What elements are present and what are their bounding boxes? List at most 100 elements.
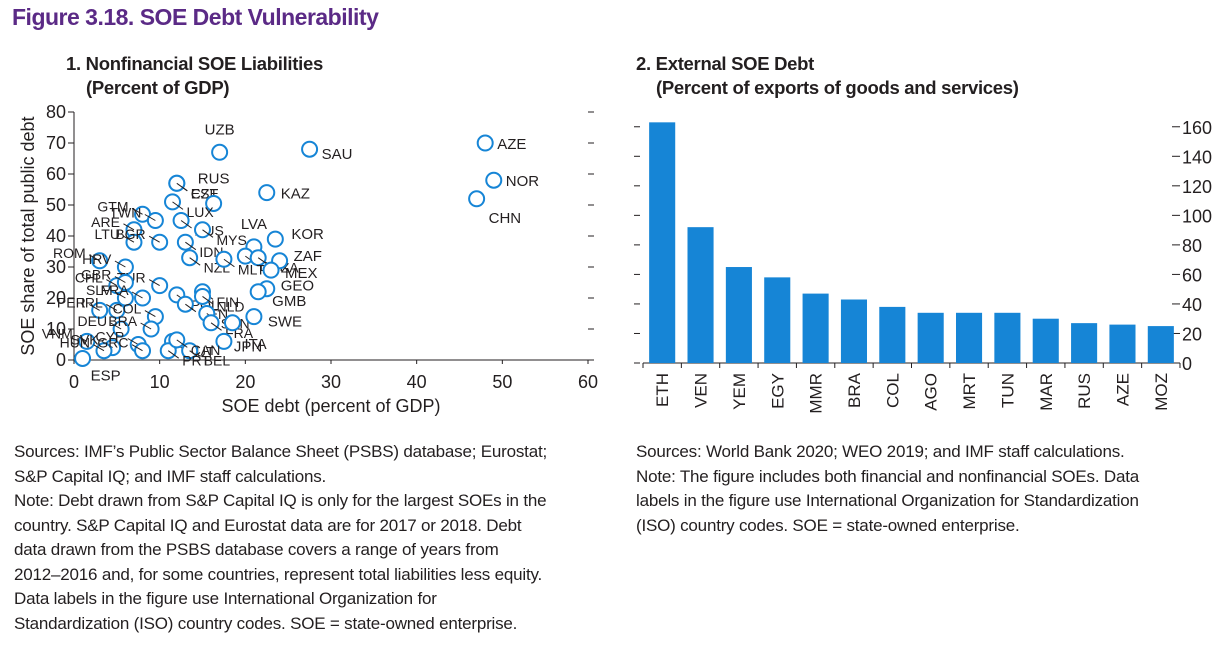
bar-chart: 0 20 40 60 80 100 120 140 160 ETH VEN YEM EGY MMR BRA C…: [634, 118, 1212, 414]
data-point: [266, 230, 284, 248]
point-label: ZAF: [294, 248, 322, 265]
point-label: PRT: [182, 353, 210, 369]
category-label: AGO: [922, 373, 941, 411]
y-tick-label: 70: [46, 133, 66, 153]
y-tick-label: 80: [46, 102, 66, 122]
bar: [994, 312, 1021, 363]
point-label: FIN: [217, 294, 240, 310]
data-point: [468, 190, 486, 208]
point-label: COL: [113, 301, 142, 317]
point-label: BEL: [204, 353, 231, 369]
notes1-line5: data drawn from the PSBS database covers…: [14, 540, 499, 559]
category-label: MAR: [1037, 373, 1056, 411]
notes2-line1: Sources: World Bank 2020; WEO 2019; and …: [636, 442, 1125, 461]
point-label: DEU: [78, 313, 108, 329]
y-tick-label: 0: [56, 350, 66, 370]
bar: [764, 277, 791, 363]
point-label: LTU: [95, 226, 120, 242]
point-label: SVK: [71, 332, 100, 348]
data-point: [74, 349, 92, 367]
category-label: EGY: [768, 373, 787, 409]
leader-line: [106, 303, 118, 311]
figure-title: Figure 3.18. SOE Debt Vulnerability: [12, 4, 379, 30]
panel1-title-line1: 1. Nonfinancial SOE Liabilities: [66, 53, 323, 74]
point-label: KAZ: [281, 186, 310, 203]
bar: [802, 293, 829, 363]
panel2-notes: Sources: World Bank 2020; WEO 2019; and …: [636, 440, 1216, 538]
leader-line: [93, 344, 105, 352]
leader-line: [144, 214, 156, 221]
bar: [879, 306, 906, 363]
category-label: RUS: [1075, 373, 1094, 409]
leader-line: [185, 241, 197, 251]
leader-line: [88, 254, 100, 262]
data-point: [476, 134, 494, 152]
leader-line: [172, 201, 184, 210]
y-axis-label: SOE share of total public debt: [18, 116, 38, 355]
data-point: [245, 308, 263, 326]
category-label: VEN: [692, 373, 711, 408]
point-label: MLT: [238, 261, 265, 277]
leader-line: [189, 350, 201, 359]
y-tick-label: 30: [46, 257, 66, 277]
point-label: UZB: [205, 121, 235, 138]
category-label: MOZ: [1152, 373, 1171, 411]
y-tick-label: 40: [46, 226, 66, 246]
point-label: MYS: [217, 232, 247, 248]
point-label: IRL: [81, 294, 103, 310]
y-tick-label: 100: [1182, 206, 1212, 226]
leader-line: [131, 207, 143, 215]
leader-line: [114, 291, 126, 299]
point-label: SWE: [268, 314, 302, 331]
data-point: [485, 171, 503, 189]
notes2-line4: (ISO) country codes. SOE = state-owned e…: [636, 515, 1020, 535]
leader-line: [144, 310, 156, 318]
bar: [725, 267, 752, 363]
data-point: [223, 314, 241, 332]
point-label: TWN: [109, 205, 141, 221]
x-tick-label: 30: [321, 372, 341, 392]
data-point: [249, 283, 267, 301]
y-tick-label: 60: [46, 164, 66, 184]
point-label: LVA: [241, 216, 267, 233]
bar: [955, 312, 983, 363]
point-label: ARE: [91, 214, 120, 230]
x-tick-label: 20: [235, 372, 255, 392]
category-label: MRT: [960, 373, 979, 410]
leader-line: [180, 220, 192, 229]
point-label: BRA: [108, 313, 137, 329]
bar: [917, 312, 944, 363]
point-label: HUN: [60, 335, 90, 351]
notes1-line3: Note: Debt drawn from S&P Capital IQ is …: [14, 491, 547, 510]
data-point: [301, 140, 319, 158]
x-tick-label: 0: [69, 372, 79, 392]
panel2-title-line2: (Percent of exports of goods and service…: [656, 77, 1019, 98]
y-tick-label: 50: [46, 195, 66, 215]
leader-line: [114, 276, 126, 283]
category-label: MMR: [807, 373, 826, 414]
leader-line: [210, 322, 222, 331]
x-axis-label: SOE debt (percent of GDP): [221, 396, 440, 416]
point-label: VNM: [42, 325, 73, 341]
leader-line: [131, 344, 143, 352]
y-tick-label: 120: [1182, 177, 1212, 197]
leader-line: [76, 334, 88, 342]
x-tick-label: 10: [150, 372, 170, 392]
leader-line: [202, 296, 214, 305]
notes1-line1: Sources: IMF’s Public Sector Balance She…: [14, 442, 547, 461]
bar: [1109, 324, 1136, 363]
bar: [1147, 326, 1174, 363]
leader-line: [176, 182, 188, 192]
point-label: JPN: [234, 338, 262, 355]
point-label: MEX: [285, 265, 318, 282]
point-label: CHL: [75, 270, 103, 286]
leader-line: [131, 291, 143, 299]
y-tick-label: 40: [1182, 295, 1202, 315]
point-label: GBR: [81, 267, 111, 283]
point-label: ITA: [244, 336, 266, 353]
category-label: AZE: [1113, 373, 1132, 406]
x-tick-label: 40: [407, 372, 427, 392]
point-label: CHN: [489, 210, 521, 227]
notes2-line3: labels in the figure use International O…: [636, 491, 1139, 510]
scatter-chart: 0 10 20 30 40 50 60 70 80 0 10 20 30 40 50 60 SOE debt (…: [18, 102, 598, 416]
